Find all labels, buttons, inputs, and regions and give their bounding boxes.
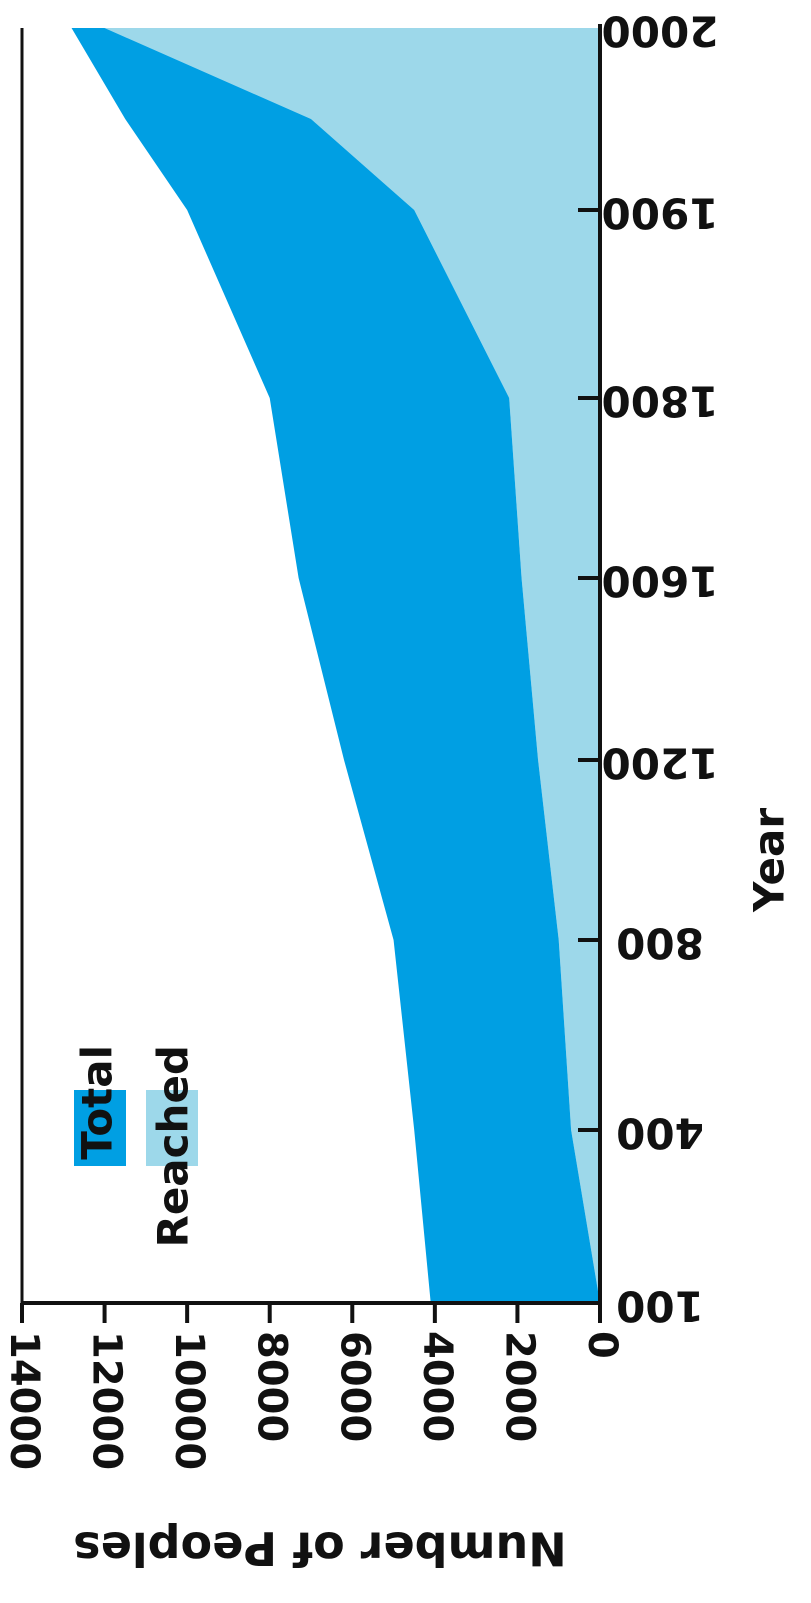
plot-area <box>20 24 602 1305</box>
value-tick-label: 8000 <box>249 1331 295 1442</box>
value-tick-label: 14000 <box>1 1331 47 1470</box>
total-area <box>71 28 601 1303</box>
value-tick-label: 6000 <box>331 1331 377 1442</box>
legend-label: Reached <box>149 1045 198 1248</box>
year-tick-label: 400 <box>616 1109 704 1158</box>
year-tick-label: 2000 <box>602 7 719 56</box>
value-tick-label: 10000 <box>166 1331 212 1470</box>
value-tick-label: 12000 <box>84 1331 130 1470</box>
value-ticks: 0 2000 4000 6000 8000 10000 12000 14000 <box>1 1303 625 1470</box>
legend: Total Reached <box>73 1045 198 1248</box>
year-tick-label: 800 <box>616 919 704 968</box>
year-ticks: 100 400 800 1200 1600 1800 1900 2000 <box>578 7 718 1331</box>
value-tick-label: 0 <box>579 1331 625 1359</box>
year-tick-label: 1200 <box>602 739 719 788</box>
legend-swatch <box>146 1090 198 1166</box>
year-tick-label: 100 <box>616 1282 704 1331</box>
value-axis-title: Number of Peoples <box>73 1522 566 1576</box>
value-tick-label: 4000 <box>414 1331 460 1442</box>
legend-swatch <box>74 1090 126 1166</box>
year-tick-label: 1900 <box>602 189 719 238</box>
legend-label: Total <box>73 1045 122 1160</box>
year-tick-label: 1800 <box>602 377 719 426</box>
reached-area <box>104 28 601 1303</box>
year-axis-title: Year <box>745 808 794 913</box>
year-tick-label: 1600 <box>602 557 719 606</box>
value-tick-label: 2000 <box>496 1331 542 1442</box>
